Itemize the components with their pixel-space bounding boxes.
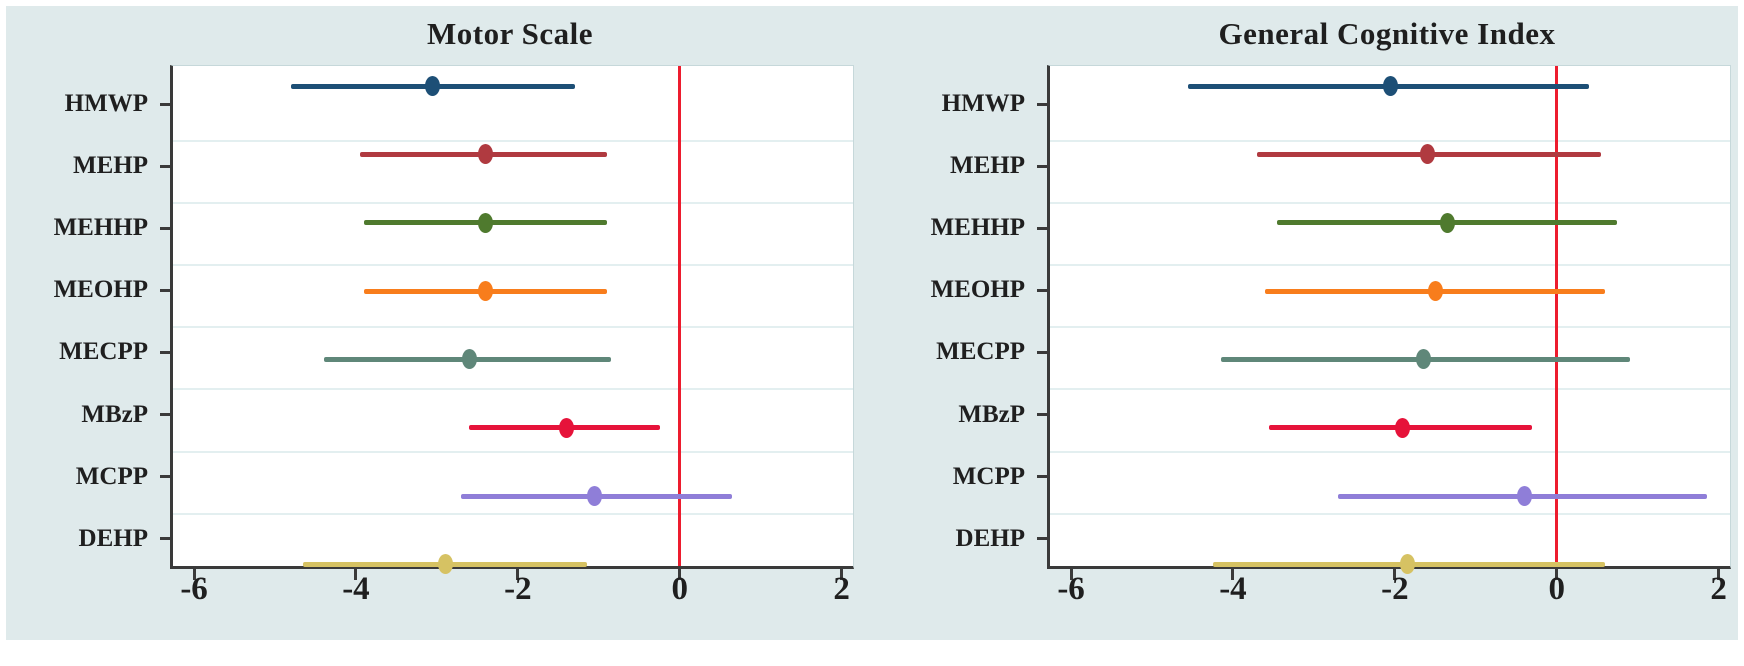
y-axis-tick bbox=[1037, 164, 1050, 168]
y-axis-tick bbox=[1037, 475, 1050, 479]
x-axis-tick bbox=[1555, 569, 1559, 580]
point-marker-mbzp bbox=[558, 417, 574, 438]
y-axis-tick bbox=[1037, 102, 1050, 106]
point-marker-mehp bbox=[1419, 144, 1435, 165]
point-marker-mbzp bbox=[1395, 417, 1411, 438]
row-label-dehp: DEHP bbox=[955, 524, 1025, 552]
y-axis-tick bbox=[160, 350, 173, 354]
x-axis-tick bbox=[354, 569, 358, 580]
gridline bbox=[173, 512, 853, 515]
x-tick-label: -6 bbox=[1057, 571, 1085, 607]
x-tick-label: 0 bbox=[671, 571, 689, 607]
x-tick-label: 2 bbox=[1710, 571, 1727, 607]
x-tick-label: -2 bbox=[1381, 571, 1409, 607]
point-marker-meohp bbox=[1427, 281, 1443, 302]
point-marker-mehhp bbox=[1439, 212, 1455, 233]
y-axis-tick bbox=[160, 537, 173, 541]
row-label-hmwp: HMWP bbox=[64, 90, 148, 117]
row-label-meohp: MEOHP bbox=[930, 276, 1025, 304]
row-label-mcpp: MCPP bbox=[75, 462, 148, 490]
zero-reference-line bbox=[1555, 66, 1559, 566]
gridline bbox=[173, 450, 853, 453]
row-label-mecpp: MECPP bbox=[59, 338, 148, 366]
row-label-mbzp: MBzP bbox=[81, 400, 148, 428]
gridline bbox=[1050, 202, 1730, 205]
x-tick-label: -6 bbox=[180, 571, 208, 607]
gridline bbox=[1050, 512, 1730, 515]
y-axis-tick bbox=[160, 226, 173, 230]
x-axis-tick bbox=[840, 569, 844, 580]
gridline bbox=[1050, 140, 1730, 142]
gridline bbox=[1050, 326, 1730, 329]
x-tick-label: 2 bbox=[833, 571, 850, 607]
x-tick-label: -4 bbox=[1219, 571, 1247, 607]
row-label-mehhp: MEHHP bbox=[930, 214, 1025, 242]
y-axis-tick bbox=[1037, 413, 1050, 416]
x-axis-tick bbox=[1717, 569, 1721, 580]
gridline bbox=[173, 140, 853, 142]
point-marker-hmwp bbox=[1383, 76, 1399, 96]
row-label-meohp: MEOHP bbox=[53, 276, 148, 304]
point-marker-mcpp bbox=[1516, 486, 1532, 507]
row-label-hmwp: HMWP bbox=[941, 90, 1025, 117]
y-axis-tick bbox=[1037, 350, 1050, 354]
y-axis-tick bbox=[1037, 537, 1050, 541]
y-axis-tick bbox=[160, 413, 173, 416]
row-label-dehp: DEHP bbox=[78, 524, 148, 552]
y-axis-tick bbox=[160, 475, 173, 479]
point-marker-meohp bbox=[477, 281, 493, 302]
point-marker-mehp bbox=[477, 144, 493, 165]
point-marker-hmwp bbox=[425, 76, 441, 96]
gridline bbox=[1050, 388, 1730, 391]
y-axis-tick bbox=[1037, 226, 1050, 230]
row-label-mehp: MEHP bbox=[950, 152, 1025, 180]
x-tick-label: -2 bbox=[504, 571, 532, 607]
panel-title-motor-scale: Motor Scale bbox=[427, 16, 593, 51]
row-label-mbzp: MBzP bbox=[958, 400, 1025, 428]
gridline bbox=[173, 264, 853, 267]
gridline bbox=[1050, 450, 1730, 453]
plot-area-motor-scale: HMWP MEHP MEHHP MEOHP MECPP MBzP MCPP DEHP -6 -4 -… bbox=[54, 65, 854, 607]
point-marker-mecpp bbox=[461, 349, 477, 370]
panel-title-general-cognitive-index: General Cognitive Index bbox=[1218, 16, 1556, 51]
point-marker-mcpp bbox=[587, 486, 603, 507]
gridline bbox=[173, 326, 853, 329]
point-marker-dehp bbox=[437, 554, 453, 575]
point-marker-mecpp bbox=[1415, 349, 1431, 370]
x-tick-label: -4 bbox=[342, 571, 370, 607]
y-axis-tick bbox=[160, 288, 173, 292]
x-tick-label: 0 bbox=[1548, 571, 1566, 607]
y-axis-tick bbox=[160, 164, 173, 168]
x-axis-tick bbox=[516, 569, 520, 580]
gridline bbox=[173, 202, 853, 205]
x-axis-tick bbox=[1231, 569, 1235, 580]
zero-reference-line bbox=[678, 66, 682, 566]
x-axis-tick bbox=[1393, 569, 1397, 580]
x-axis-tick bbox=[678, 569, 682, 580]
row-label-mecpp: MECPP bbox=[936, 338, 1025, 366]
row-label-mcpp: MCPP bbox=[952, 462, 1025, 490]
gridline bbox=[173, 388, 853, 391]
row-label-mehp: MEHP bbox=[73, 152, 148, 180]
gridline bbox=[1050, 264, 1730, 267]
plot-area-general-cognitive-index: HMWP MEHP MEHHP MEOHP MECPP MBzP MCPP DEHP -6 -4 -… bbox=[931, 65, 1731, 607]
y-axis-tick bbox=[1037, 288, 1050, 292]
y-axis-tick bbox=[160, 102, 173, 106]
point-marker-mehhp bbox=[477, 212, 493, 233]
x-axis-tick bbox=[192, 569, 196, 580]
row-label-mehhp: MEHHP bbox=[53, 214, 148, 242]
point-marker-dehp bbox=[1399, 554, 1415, 575]
x-axis-tick bbox=[1069, 569, 1073, 580]
